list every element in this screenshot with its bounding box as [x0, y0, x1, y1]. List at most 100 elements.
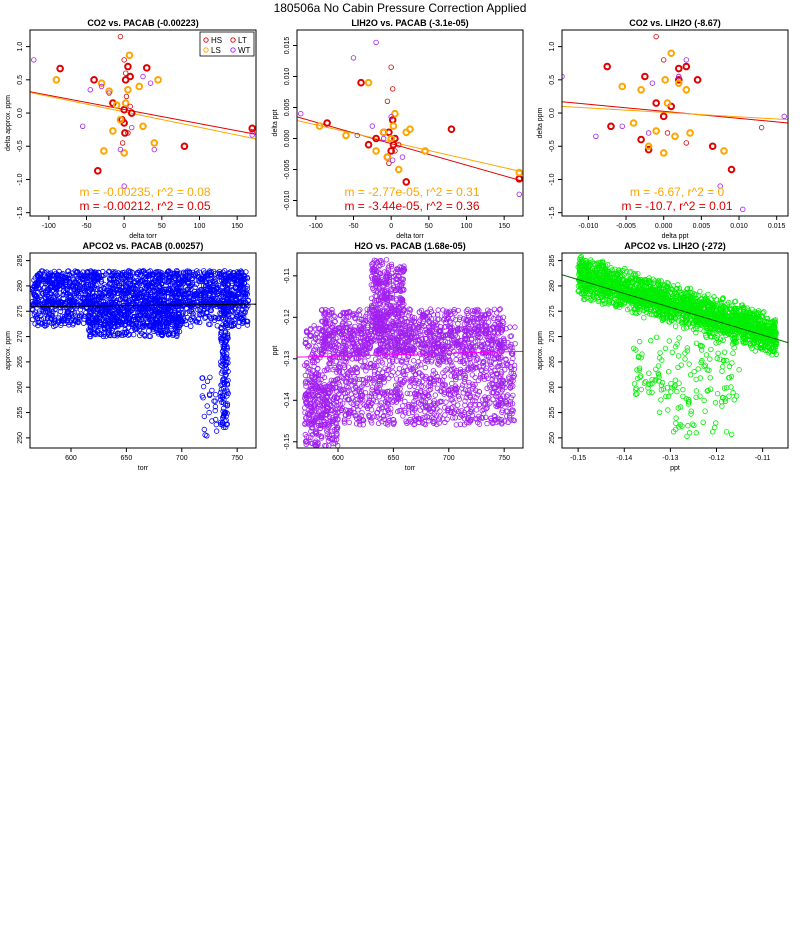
- data-point: [119, 306, 125, 312]
- data-point: [508, 370, 514, 376]
- data-point: [676, 73, 682, 80]
- data-point: [674, 79, 683, 87]
- data-point: [507, 379, 513, 386]
- data-point: [31, 277, 37, 283]
- data-point: [463, 317, 470, 324]
- data-point: [455, 321, 461, 327]
- data-point: [177, 285, 183, 291]
- data-point: [428, 379, 434, 385]
- data-point: [318, 350, 325, 357]
- data-point: [47, 278, 53, 284]
- data-point: [661, 76, 670, 84]
- data-point: [115, 273, 121, 279]
- data-point: [497, 362, 503, 369]
- data-point: [70, 284, 76, 290]
- data-point: [191, 291, 198, 297]
- data-point: [405, 419, 412, 425]
- data-point: [161, 286, 167, 293]
- data-point: [400, 371, 406, 377]
- data-point: [474, 315, 480, 322]
- data-point: [139, 122, 147, 131]
- data-point: [132, 286, 139, 292]
- data-point: [98, 294, 105, 300]
- data-point: [33, 292, 39, 298]
- data-point: [243, 305, 249, 312]
- data-point: [475, 323, 482, 330]
- data-point: [364, 381, 370, 388]
- data-point: [56, 64, 64, 73]
- data-point: [409, 404, 415, 411]
- data-point: [435, 307, 441, 313]
- data-point: [485, 402, 491, 408]
- data-point: [125, 289, 132, 296]
- series-lt: [117, 33, 255, 146]
- data-point: [619, 123, 625, 130]
- data-point: [120, 149, 128, 157]
- data-point: [375, 348, 382, 354]
- data-point: [363, 350, 369, 357]
- point-cloud-5: [199, 374, 220, 439]
- data-point: [474, 416, 480, 422]
- data-point: [359, 410, 365, 416]
- data-point: [147, 333, 153, 339]
- data-point: [112, 269, 118, 275]
- data-point: [195, 307, 201, 313]
- data-point: [125, 130, 131, 136]
- data-point: [370, 397, 377, 404]
- data-point: [222, 362, 228, 368]
- data-point: [481, 410, 487, 417]
- point-cloud-4: [217, 303, 231, 431]
- data-point: [369, 364, 375, 370]
- data-point: [388, 116, 397, 124]
- data-point: [34, 281, 41, 287]
- data-point: [492, 321, 498, 328]
- data-point: [108, 276, 114, 283]
- data-point: [141, 285, 148, 292]
- data-point: [164, 319, 170, 325]
- data-point: [158, 331, 165, 338]
- data-point: [209, 302, 215, 309]
- data-point: [219, 288, 226, 295]
- data-point: [404, 390, 410, 397]
- data-point: [420, 404, 426, 411]
- data-point: [88, 321, 94, 327]
- data-point: [416, 338, 423, 344]
- data-point: [221, 392, 227, 399]
- data-point: [392, 148, 398, 154]
- data-point: [410, 347, 416, 353]
- data-point: [327, 342, 333, 348]
- data-point: [682, 62, 691, 71]
- data-point: [383, 395, 390, 401]
- data-point: [401, 341, 407, 348]
- data-point: [320, 329, 327, 335]
- data-point: [122, 272, 128, 278]
- data-point: [367, 403, 374, 409]
- data-point: [455, 344, 461, 350]
- data-point: [455, 393, 462, 400]
- fit-annotation: m = -0.00235, r^2 = 0.08: [79, 185, 210, 199]
- data-point: [97, 309, 103, 315]
- y-tick-label: -1.5: [17, 207, 24, 219]
- data-point: [471, 348, 477, 354]
- data-point: [188, 303, 194, 310]
- data-point: [476, 421, 483, 427]
- data-point: [245, 303, 251, 309]
- data-point: [462, 351, 469, 357]
- data-point: [453, 422, 459, 428]
- data-point: [473, 407, 480, 413]
- data-point: [145, 322, 152, 329]
- data-point: [225, 317, 231, 324]
- data-point: [46, 287, 53, 293]
- data-point: [439, 398, 445, 405]
- data-point: [410, 340, 416, 346]
- data-point: [451, 349, 457, 355]
- data-point: [447, 125, 456, 133]
- data-point: [249, 132, 255, 138]
- data-point: [402, 410, 409, 416]
- data-point: [469, 364, 475, 371]
- data-point: [204, 280, 210, 286]
- data-point: [418, 362, 424, 368]
- data-point: [182, 295, 189, 302]
- series-hs: [323, 78, 523, 186]
- data-point: [386, 160, 392, 166]
